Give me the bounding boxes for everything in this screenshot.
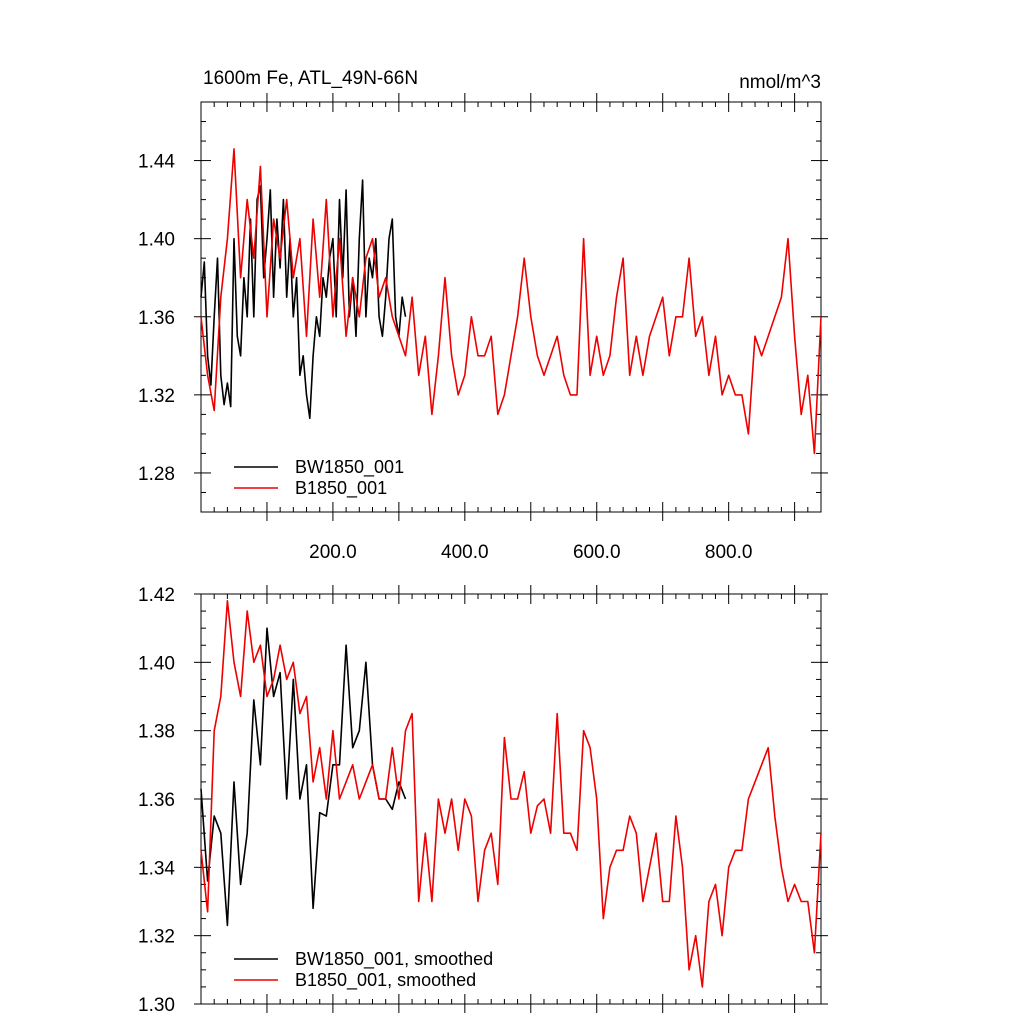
chart-panel-top: 1600m Fe, ATL_49N-66N nmol/m^3 200.0 400.… (138, 68, 828, 563)
plot-frame (200, 101, 822, 513)
legend-label: BW1850_001, smoothed (295, 949, 493, 970)
y-tick-label: 1.32 (138, 386, 175, 407)
series-line-bottom-0 (200, 627, 407, 927)
series-line-top-0 (200, 179, 407, 420)
y-tick-label: 1.30 (138, 995, 175, 1016)
chart-panel-bottom: 1.30 1.32 1.34 1.36 1.38 1.40 1.42 BW1850_001, … (138, 585, 828, 1016)
series-line-top-1 (200, 148, 822, 455)
series-line-bottom-1 (200, 599, 822, 988)
chart-units: nmol/m^3 (739, 72, 821, 93)
y-tick-label: 1.40 (138, 230, 175, 251)
legend-label: BW1850_001 (295, 457, 404, 478)
y-tick-label: 1.36 (138, 308, 175, 329)
y-tick-label: 1.40 (138, 653, 175, 674)
y-tick-label: 1.36 (138, 790, 175, 811)
x-tick-label: 800.0 (705, 542, 753, 563)
x-tick-label: 200.0 (309, 542, 357, 563)
y-tick-label: 1.34 (138, 858, 175, 879)
y-tick-label: 1.28 (138, 464, 175, 485)
chart-title: 1600m Fe, ATL_49N-66N (203, 68, 418, 89)
y-tick-label: 1.42 (138, 585, 175, 606)
x-tick-label: 400.0 (441, 542, 489, 563)
x-tick-label: 600.0 (573, 542, 621, 563)
y-tick-label: 1.32 (138, 927, 175, 948)
legend-label: B1850_001 (295, 478, 387, 499)
legend-label: B1850_001, smoothed (295, 970, 476, 991)
y-tick-label: 1.44 (138, 152, 175, 173)
y-tick-label: 1.38 (138, 722, 175, 743)
